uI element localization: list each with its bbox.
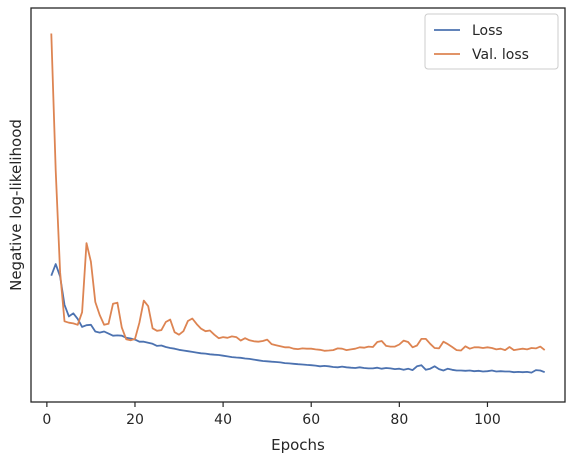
legend: Loss Val. loss — [424, 13, 559, 70]
legend-label-loss: Loss — [472, 23, 503, 39]
x-tick-label: 100 — [474, 412, 501, 428]
x-axis-ticks: 0 20 40 60 80 100 — [42, 402, 501, 428]
x-tick-label: 80 — [390, 412, 408, 428]
x-tick-label: 20 — [126, 412, 144, 428]
legend-label-val-loss: Val. loss — [472, 47, 529, 63]
x-tick-label: 60 — [302, 412, 320, 428]
axes-frame — [30, 7, 566, 403]
x-tick-label: 0 — [42, 412, 51, 428]
x-axis-label: Epochs — [271, 436, 325, 454]
series-line-val-loss — [50, 33, 546, 352]
plot-lines — [50, 33, 546, 374]
x-tick-label: 40 — [214, 412, 232, 428]
y-axis-label: Negative log-likelihood — [7, 119, 25, 291]
legend-box — [424, 13, 559, 70]
